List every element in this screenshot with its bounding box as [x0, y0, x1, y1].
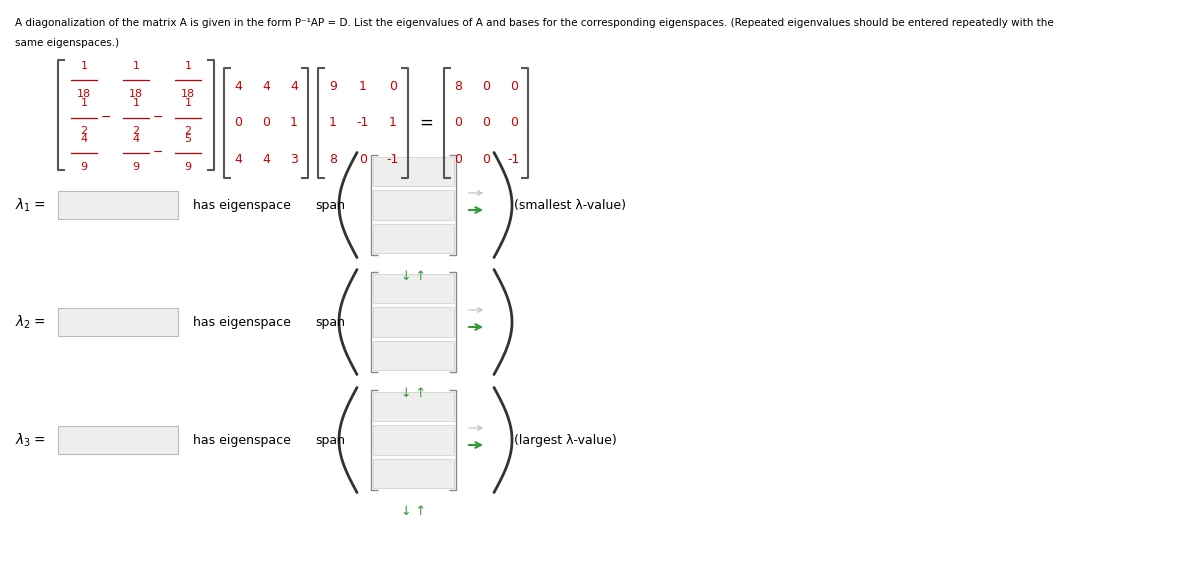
- Text: 1: 1: [389, 117, 397, 129]
- Text: 9: 9: [185, 161, 192, 172]
- Text: 4: 4: [132, 133, 139, 144]
- FancyBboxPatch shape: [373, 459, 454, 488]
- Text: -1: -1: [356, 117, 370, 129]
- Text: 1: 1: [80, 61, 88, 71]
- Text: 18: 18: [181, 89, 196, 99]
- Text: −: −: [101, 111, 112, 124]
- Text: −: −: [152, 146, 163, 159]
- Text: 1: 1: [132, 98, 139, 109]
- Text: 0: 0: [234, 117, 242, 129]
- Text: 1: 1: [80, 98, 88, 109]
- Text: same eigenspaces.): same eigenspaces.): [14, 38, 119, 48]
- Text: 4: 4: [234, 80, 242, 93]
- Text: 2: 2: [132, 126, 139, 137]
- Text: has eigenspace: has eigenspace: [193, 316, 290, 328]
- Text: ↓ ↑: ↓ ↑: [401, 269, 426, 283]
- Text: 0: 0: [510, 80, 518, 93]
- FancyBboxPatch shape: [373, 274, 454, 303]
- Text: -1: -1: [386, 153, 400, 166]
- Text: 1: 1: [290, 117, 298, 129]
- Text: 0: 0: [510, 117, 518, 129]
- Text: A diagonalization of the matrix A is given in the form P⁻¹AP = D. List the eigen: A diagonalization of the matrix A is giv…: [14, 18, 1054, 28]
- Text: 4: 4: [80, 133, 88, 144]
- Text: 4: 4: [262, 153, 270, 166]
- Text: 2: 2: [185, 126, 192, 137]
- Text: 1: 1: [132, 61, 139, 71]
- Text: has eigenspace: has eigenspace: [193, 434, 290, 447]
- Text: 0: 0: [482, 80, 490, 93]
- Text: 0: 0: [454, 153, 462, 166]
- Text: 0: 0: [262, 117, 270, 129]
- FancyBboxPatch shape: [373, 307, 454, 337]
- FancyBboxPatch shape: [373, 392, 454, 422]
- FancyBboxPatch shape: [373, 224, 454, 253]
- FancyBboxPatch shape: [373, 190, 454, 220]
- Text: 8: 8: [329, 153, 337, 166]
- Text: 4: 4: [290, 80, 298, 93]
- Text: 1: 1: [329, 117, 337, 129]
- Text: 5: 5: [185, 133, 192, 144]
- Text: 0: 0: [482, 117, 490, 129]
- Text: 0: 0: [359, 153, 367, 166]
- FancyBboxPatch shape: [58, 308, 178, 336]
- Text: 0: 0: [389, 80, 397, 93]
- Text: 3: 3: [290, 153, 298, 166]
- Text: −: −: [152, 111, 163, 124]
- FancyBboxPatch shape: [373, 341, 454, 370]
- Text: span: span: [314, 316, 346, 328]
- Text: 8: 8: [454, 80, 462, 93]
- Text: 9: 9: [329, 80, 337, 93]
- Text: span: span: [314, 198, 346, 212]
- Text: ↓ ↑: ↓ ↑: [401, 505, 426, 518]
- Text: $\lambda_3 =$: $\lambda_3 =$: [14, 431, 46, 448]
- Text: 1: 1: [359, 80, 367, 93]
- Text: 9: 9: [80, 161, 88, 172]
- Text: -1: -1: [508, 153, 520, 166]
- Text: 18: 18: [77, 89, 91, 99]
- Text: has eigenspace: has eigenspace: [193, 198, 290, 212]
- Text: 0: 0: [482, 153, 490, 166]
- Text: $\lambda_1 =$: $\lambda_1 =$: [14, 196, 46, 214]
- Text: $\lambda_2 =$: $\lambda_2 =$: [14, 313, 46, 331]
- Text: (largest λ-value): (largest λ-value): [514, 434, 617, 447]
- Text: 18: 18: [128, 89, 143, 99]
- Text: 1: 1: [185, 98, 192, 109]
- Text: 4: 4: [234, 153, 242, 166]
- Text: (smallest λ-value): (smallest λ-value): [514, 198, 626, 212]
- Text: 0: 0: [454, 117, 462, 129]
- FancyBboxPatch shape: [373, 157, 454, 186]
- Text: 9: 9: [132, 161, 139, 172]
- FancyBboxPatch shape: [58, 191, 178, 219]
- FancyBboxPatch shape: [373, 426, 454, 455]
- Text: ↓ ↑: ↓ ↑: [401, 387, 426, 399]
- Text: 4: 4: [262, 80, 270, 93]
- Text: 2: 2: [80, 126, 88, 137]
- FancyBboxPatch shape: [58, 426, 178, 454]
- Text: 1: 1: [185, 61, 192, 71]
- Text: =: =: [419, 114, 433, 132]
- Text: span: span: [314, 434, 346, 447]
